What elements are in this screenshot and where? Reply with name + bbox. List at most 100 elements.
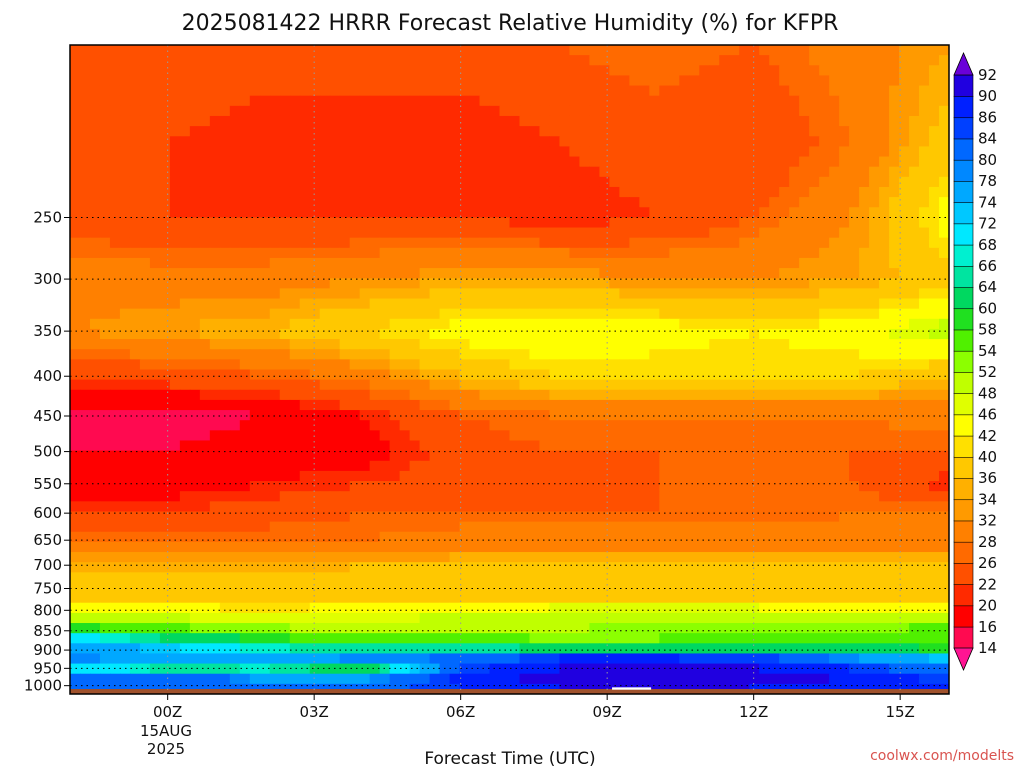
heatmap-cell <box>109 420 121 431</box>
heatmap-cell <box>119 430 131 442</box>
heatmap-cell <box>649 166 660 178</box>
heatmap-cell <box>589 55 600 66</box>
heatmap-cell <box>129 410 141 421</box>
heatmap-cell <box>569 572 581 584</box>
heatmap-cell <box>609 95 620 107</box>
heatmap-cell <box>279 156 291 168</box>
heatmap-cell <box>879 126 890 137</box>
heatmap-cell <box>629 156 640 168</box>
heatmap-cell <box>679 126 690 137</box>
heatmap-cell <box>619 298 630 310</box>
heatmap-cell <box>839 55 850 66</box>
heatmap-cell <box>499 552 511 563</box>
heatmap-cell <box>99 126 111 137</box>
heatmap-cell <box>919 65 930 77</box>
heatmap-cell <box>79 410 91 421</box>
heatmap-cell <box>739 247 750 259</box>
heatmap-cell <box>89 410 101 421</box>
heatmap-cell <box>589 592 600 604</box>
heatmap-cell <box>239 136 251 148</box>
heatmap-cell <box>519 450 531 462</box>
heatmap-cell <box>319 531 331 543</box>
heatmap-cell <box>479 440 491 452</box>
heatmap-cell <box>389 126 401 137</box>
heatmap-cell <box>199 511 211 523</box>
heatmap-cell <box>469 146 481 158</box>
heatmap-cell <box>539 501 551 513</box>
heatmap-cell <box>409 339 421 350</box>
heatmap-cell <box>709 227 720 239</box>
heatmap-cell <box>349 237 361 249</box>
heatmap-cell <box>189 430 201 442</box>
heatmap-cell <box>419 217 431 229</box>
heatmap-cell <box>159 359 171 371</box>
heatmap-cell <box>919 186 930 198</box>
heatmap-cell <box>759 410 770 421</box>
heatmap-cell <box>669 278 680 289</box>
heatmap-cell <box>539 65 551 77</box>
heatmap-cell <box>409 470 421 482</box>
heatmap-cell <box>99 186 111 198</box>
heatmap-cell <box>289 612 301 624</box>
heatmap-cell <box>789 389 800 401</box>
heatmap-cell <box>199 308 211 320</box>
heatmap-cell <box>499 521 511 533</box>
heatmap-cell <box>519 470 531 482</box>
heatmap-cell <box>239 95 251 107</box>
heatmap-cell <box>829 531 840 543</box>
heatmap-cell <box>559 318 571 330</box>
heatmap-cell <box>529 166 541 178</box>
heatmap-cell <box>519 399 531 411</box>
heatmap-cell <box>669 501 680 513</box>
heatmap-cell <box>509 552 521 563</box>
heatmap-cell <box>479 65 491 77</box>
heatmap-cell <box>749 247 760 259</box>
heatmap-cell <box>539 511 551 523</box>
heatmap-cell <box>219 85 231 97</box>
heatmap-cell <box>729 257 740 269</box>
heatmap-cell <box>859 136 870 148</box>
heatmap-cell <box>679 572 690 584</box>
heatmap-cell <box>889 318 900 330</box>
heatmap-cell <box>269 481 281 492</box>
heatmap-cell <box>149 166 161 178</box>
heatmap-cell <box>429 582 441 594</box>
heatmap-cell <box>939 592 949 604</box>
heatmap-cell <box>509 217 521 229</box>
heatmap-cell <box>729 552 740 563</box>
heatmap-cell <box>839 186 850 198</box>
heatmap-cell <box>429 247 441 259</box>
heatmap-cell <box>679 582 690 594</box>
heatmap-cell <box>629 582 640 594</box>
heatmap-cell <box>70 45 81 56</box>
heatmap-cell <box>649 430 660 442</box>
heatmap-cell <box>869 460 880 472</box>
heatmap-cell <box>499 227 511 239</box>
heatmap-cell <box>459 115 471 127</box>
heatmap-cell <box>569 247 581 259</box>
heatmap-cell <box>319 359 331 371</box>
heatmap-cell <box>499 582 511 594</box>
heatmap-cell <box>889 186 900 198</box>
heatmap-cell <box>929 582 940 594</box>
heatmap-cell <box>129 349 141 360</box>
heatmap-cell <box>239 308 251 320</box>
heatmap-cell <box>70 288 81 300</box>
heatmap-cell <box>819 115 830 127</box>
heatmap-cell <box>609 430 620 442</box>
heatmap-cell <box>279 531 291 543</box>
heatmap-cell <box>509 430 521 442</box>
heatmap-cell <box>449 359 461 371</box>
heatmap-cell <box>179 288 191 300</box>
heatmap-cell <box>239 592 251 604</box>
heatmap-cell <box>749 197 760 208</box>
heatmap-cell <box>269 166 281 178</box>
heatmap-cell <box>509 126 521 137</box>
heatmap-cell <box>449 156 461 168</box>
heatmap-cell <box>869 85 880 97</box>
heatmap-cell <box>689 521 700 533</box>
heatmap-cell <box>669 298 680 310</box>
heatmap-cell <box>469 420 481 431</box>
heatmap-cell <box>709 186 720 198</box>
heatmap-cell <box>179 399 191 411</box>
